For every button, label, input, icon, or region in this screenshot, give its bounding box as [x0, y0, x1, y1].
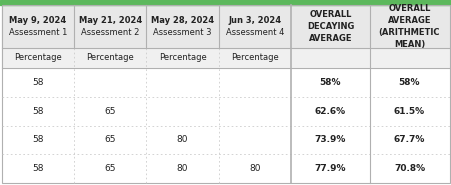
Text: 77.9%: 77.9% — [314, 164, 345, 173]
Bar — [369, 97, 448, 125]
Bar — [218, 5, 290, 48]
Text: Assessment 4: Assessment 4 — [225, 28, 283, 37]
Bar — [369, 48, 448, 68]
Bar — [290, 48, 369, 68]
Text: Percentage: Percentage — [86, 53, 134, 63]
Text: 58%: 58% — [398, 78, 419, 87]
Bar — [2, 154, 74, 183]
Bar — [218, 154, 290, 183]
Text: Percentage: Percentage — [14, 53, 62, 63]
Bar — [369, 5, 448, 48]
Bar — [0, 0, 451, 5]
Text: 70.8%: 70.8% — [393, 164, 424, 173]
Text: 61.5%: 61.5% — [393, 107, 424, 116]
Bar — [290, 68, 369, 97]
Text: May 28, 2024: May 28, 2024 — [151, 16, 214, 25]
Bar — [146, 5, 218, 48]
Bar — [290, 5, 369, 48]
Bar — [146, 154, 218, 183]
Bar — [369, 154, 448, 183]
Text: 58: 58 — [32, 78, 44, 87]
Bar — [218, 48, 290, 68]
Text: 67.7%: 67.7% — [393, 135, 424, 144]
Text: 58%: 58% — [319, 78, 341, 87]
Bar — [2, 68, 74, 97]
Bar — [218, 125, 290, 154]
Text: 73.9%: 73.9% — [314, 135, 345, 144]
Text: 80: 80 — [176, 164, 188, 173]
Bar — [218, 68, 290, 97]
Text: 65: 65 — [104, 164, 116, 173]
Bar — [146, 125, 218, 154]
Text: Percentage: Percentage — [158, 53, 206, 63]
Text: OVERALL
DECAYING
AVERAGE: OVERALL DECAYING AVERAGE — [306, 10, 354, 43]
Bar — [218, 97, 290, 125]
Text: 65: 65 — [104, 135, 116, 144]
Text: May 9, 2024: May 9, 2024 — [9, 16, 67, 25]
Text: 80: 80 — [249, 164, 260, 173]
Text: 62.6%: 62.6% — [314, 107, 345, 116]
Bar — [74, 154, 146, 183]
Bar — [74, 48, 146, 68]
Bar — [369, 68, 448, 97]
Bar — [290, 97, 369, 125]
Bar — [2, 125, 74, 154]
Bar — [2, 48, 74, 68]
Bar — [2, 97, 74, 125]
Text: 58: 58 — [32, 135, 44, 144]
Text: Assessment 1: Assessment 1 — [9, 28, 67, 37]
Text: 80: 80 — [176, 135, 188, 144]
Bar — [146, 48, 218, 68]
Bar — [146, 68, 218, 97]
Text: Percentage: Percentage — [230, 53, 278, 63]
Text: Jun 3, 2024: Jun 3, 2024 — [228, 16, 281, 25]
Text: 58: 58 — [32, 164, 44, 173]
Text: Assessment 2: Assessment 2 — [81, 28, 139, 37]
Bar — [146, 97, 218, 125]
Text: OVERALL
AVERAGE
(ARITHMETIC
MEAN): OVERALL AVERAGE (ARITHMETIC MEAN) — [378, 4, 439, 49]
Text: May 21, 2024: May 21, 2024 — [78, 16, 142, 25]
Bar — [2, 5, 74, 48]
Bar — [290, 154, 369, 183]
Text: 58: 58 — [32, 107, 44, 116]
Text: 65: 65 — [104, 107, 116, 116]
Text: Assessment 3: Assessment 3 — [153, 28, 212, 37]
Bar — [369, 125, 448, 154]
Bar — [290, 125, 369, 154]
Bar — [74, 125, 146, 154]
Bar — [74, 5, 146, 48]
Bar — [74, 97, 146, 125]
Bar — [74, 68, 146, 97]
